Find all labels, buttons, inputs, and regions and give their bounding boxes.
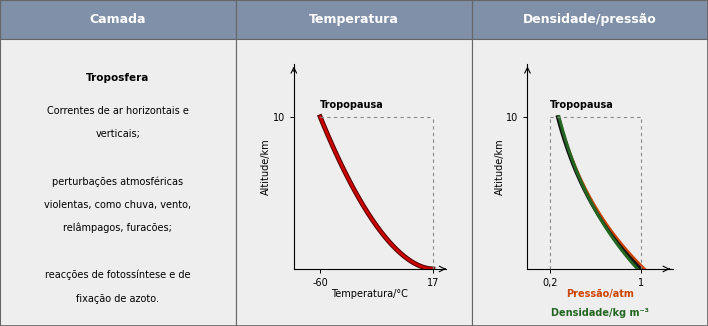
X-axis label: Temperatura/°C: Temperatura/°C (331, 289, 409, 299)
Bar (0, 0, 236, 39)
Text: Densidade/pressão: Densidade/pressão (523, 13, 656, 26)
Text: Tropopausa: Tropopausa (550, 100, 614, 110)
Text: perturbações atmosféricas: perturbações atmosféricas (52, 176, 183, 186)
Bar (0, 39, 236, 326)
Text: verticais;: verticais; (96, 129, 140, 139)
Text: reacções de fotossíntese e de: reacções de fotossíntese e de (45, 270, 190, 280)
Text: Correntes de ar horizontais e: Correntes de ar horizontais e (47, 106, 189, 116)
Bar (236, 39, 472, 326)
Text: relâmpagos, furacões;: relâmpagos, furacões; (64, 223, 172, 233)
Text: Temperatura: Temperatura (309, 13, 399, 26)
Bar (472, 0, 708, 39)
Y-axis label: Altitude/km: Altitude/km (261, 138, 271, 195)
Text: fixação de azoto.: fixação de azoto. (76, 294, 159, 304)
Bar (236, 0, 472, 39)
Text: Troposfera: Troposfera (86, 73, 149, 83)
Text: Densidade/kg m⁻³: Densidade/kg m⁻³ (551, 308, 649, 318)
Y-axis label: Altitude/km: Altitude/km (495, 138, 505, 195)
Text: violentas, como chuva, vento,: violentas, como chuva, vento, (45, 200, 191, 210)
Text: Pressão/atm: Pressão/atm (566, 289, 634, 300)
Text: Tropopausa: Tropopausa (320, 100, 384, 110)
Text: Camada: Camada (90, 13, 146, 26)
Bar (472, 39, 708, 326)
